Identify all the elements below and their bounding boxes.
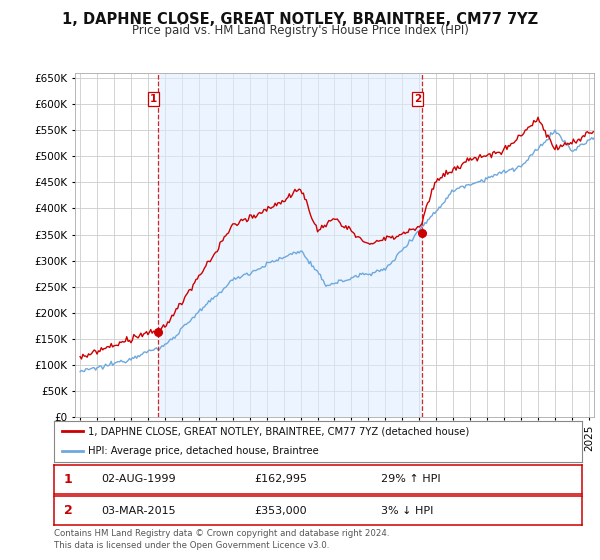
Text: 29% ↑ HPI: 29% ↑ HPI	[382, 474, 441, 484]
Bar	[158, 73, 422, 417]
Text: 1: 1	[150, 94, 157, 104]
Text: Contains HM Land Registry data © Crown copyright and database right 2024.
This d: Contains HM Land Registry data © Crown c…	[54, 529, 389, 550]
Text: £162,995: £162,995	[254, 474, 308, 484]
Text: 1, DAPHNE CLOSE, GREAT NOTLEY, BRAINTREE, CM77 7YZ: 1, DAPHNE CLOSE, GREAT NOTLEY, BRAINTREE…	[62, 12, 538, 27]
Text: 1, DAPHNE CLOSE, GREAT NOTLEY, BRAINTREE, CM77 7YZ (detached house): 1, DAPHNE CLOSE, GREAT NOTLEY, BRAINTREE…	[88, 426, 470, 436]
Text: £353,000: £353,000	[254, 506, 307, 516]
Text: 3% ↓ HPI: 3% ↓ HPI	[382, 506, 434, 516]
Text: 2: 2	[415, 94, 422, 104]
Text: 1: 1	[64, 473, 72, 486]
Text: HPI: Average price, detached house, Braintree: HPI: Average price, detached house, Brai…	[88, 446, 319, 455]
Text: Price paid vs. HM Land Registry's House Price Index (HPI): Price paid vs. HM Land Registry's House …	[131, 24, 469, 36]
Text: 02-AUG-1999: 02-AUG-1999	[101, 474, 176, 484]
Text: 03-MAR-2015: 03-MAR-2015	[101, 506, 176, 516]
Text: 2: 2	[64, 504, 72, 517]
